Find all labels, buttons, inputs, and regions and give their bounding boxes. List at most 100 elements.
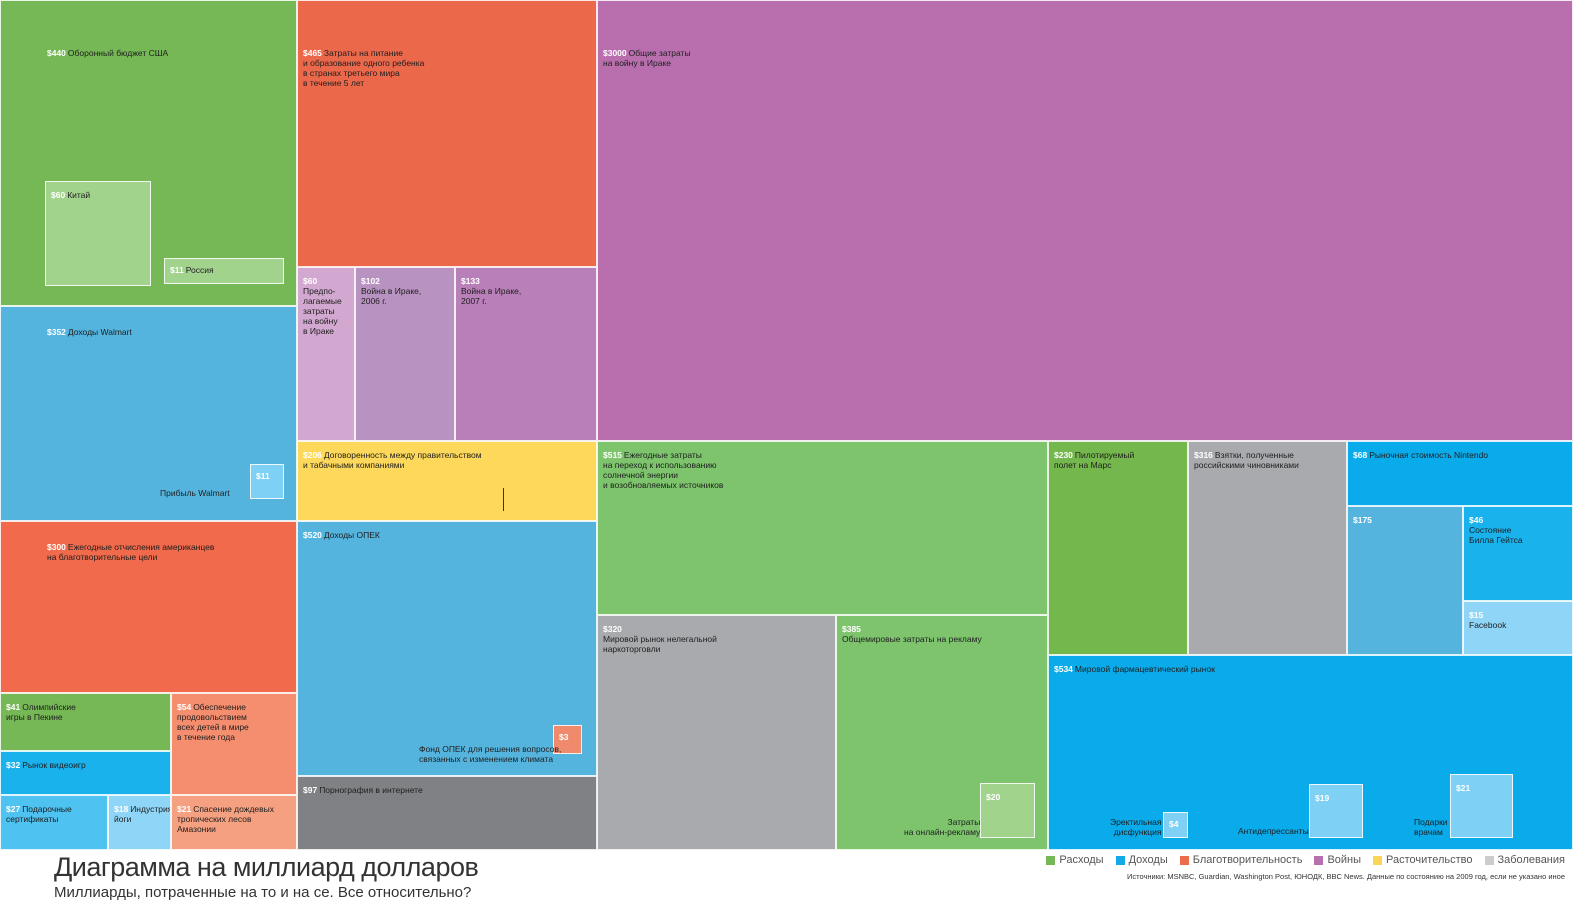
legend-swatch — [1046, 855, 1056, 865]
treemap-tile-unnamed-175: $175 — [1347, 506, 1463, 655]
tile-value: $206 — [303, 450, 322, 460]
tile-value: $3 — [559, 732, 569, 742]
tile-caption: Доходы Walmart — [67, 327, 132, 337]
tile-value: $21 — [177, 804, 192, 814]
tile-value: $385 — [842, 624, 861, 634]
tile-value: $515 — [603, 450, 622, 460]
tile-label: $21 Спасение дождевых тропических лесов А… — [177, 804, 274, 834]
tile-label: $102 — [361, 276, 382, 286]
treemap-tile-china: $60 Китай — [45, 181, 151, 286]
legend-label: Доходы — [1128, 854, 1168, 866]
tile-label: $385 — [842, 624, 863, 634]
tile-label: $60 — [303, 276, 319, 286]
legend-swatch — [1314, 855, 1324, 865]
tile-caption: Ежегодные отчисления американцев на благ… — [47, 542, 215, 562]
tile-label: $27 Подарочные сертификаты — [6, 804, 72, 824]
legend-label: Благотворительность — [1192, 854, 1303, 866]
tile-label: $133 — [461, 276, 482, 286]
tile-caption: Доходы ОПЕК — [323, 530, 380, 540]
tile-value: $97 — [303, 785, 318, 795]
tile-label: $175 — [1353, 515, 1374, 525]
tile-caption: Порнография в интернете — [319, 785, 423, 795]
legend-swatch — [1373, 855, 1383, 865]
tile-caption: Договоренность между правительством и та… — [303, 450, 482, 470]
tile-value: $32 — [6, 760, 21, 770]
treemap-tile-walmart-profit: $11 — [250, 464, 284, 499]
tile-caption: Подарочные сертификаты — [6, 804, 72, 824]
tile-value: $68 — [1353, 450, 1368, 460]
tile-caption: Затраты на питание и образование одного … — [303, 48, 425, 88]
legend-item-diseases: Заболевания — [1484, 854, 1565, 866]
treemap-tile-walmart-revenue: $352 Доходы Walmart — [0, 306, 297, 521]
legend-item-charity: Благотворительность — [1179, 854, 1303, 866]
treemap-tile-online-ads: $20 — [980, 783, 1035, 838]
tile-value: $60 — [303, 276, 318, 286]
treemap-tile-third-world-children: $465 Затраты на питание и образование одн… — [297, 0, 597, 267]
treemap-tile-nintendo: $68 Рыночная стоимость Nintendo — [1347, 441, 1573, 506]
tile-value: $520 — [303, 530, 322, 540]
tile-label: $534 Мировой фармацевтический рынок — [1054, 664, 1215, 674]
tile-value: $54 — [177, 702, 192, 712]
treemap-tile-iraq-2007: $133 Война в Ираке, 2007 г. — [455, 267, 597, 441]
treemap-tile-gift-cards: $27 Подарочные сертификаты — [0, 795, 108, 850]
tile-subcaption: Война в Ираке, 2006 г. — [361, 286, 422, 306]
tile-caption: Китай — [67, 190, 91, 200]
treemap-tile-iraq-total: $3000 Общие затраты на войну в Ираке — [597, 0, 1573, 441]
tile-caption: Олимпийские игры в Пекине — [6, 702, 76, 722]
tile-value: $440 — [47, 48, 66, 58]
tile-subcaption: Война в Ираке, 2007 г. — [461, 286, 522, 306]
text-cursor — [503, 488, 504, 511]
treemap-tile-drug-trade: $320 Мировой рынок нелегальной наркоторго… — [597, 615, 836, 850]
treemap-tile-rainforest: $21 Спасение дождевых тропических лесов А… — [171, 795, 297, 850]
tile-value: $41 — [6, 702, 21, 712]
tile-value: $46 — [1469, 515, 1484, 525]
tile-value: $102 — [361, 276, 380, 286]
legend-swatch — [1484, 855, 1494, 865]
tile-value: $18 — [114, 804, 129, 814]
tile-value: $60 — [51, 190, 66, 200]
tile-subcaption: Состояние Билла Гейтса — [1469, 525, 1523, 545]
tile-value: $230 — [1054, 450, 1073, 460]
tile-value: $133 — [461, 276, 480, 286]
legend-label: Войны — [1327, 854, 1362, 866]
tile-value: $320 — [603, 624, 622, 634]
tile-caption: Взятки, полученные российскими чиновника… — [1194, 450, 1299, 470]
treemap-tile-opec-climate: $3 — [553, 725, 582, 754]
tile-caption: Россия — [185, 265, 214, 275]
tile-label: $32 Рынок видеоигр — [6, 760, 86, 770]
tile-caption: Рыночная стоимость Nintendo — [1369, 450, 1489, 460]
tile-value: $300 — [47, 542, 66, 552]
treemap-tile-russia-bribes: $316 Взятки, полученные российскими чинов… — [1188, 441, 1347, 655]
tile-label: $206 Договоренность между правительством … — [303, 450, 482, 470]
tile-label: $515 Ежегодные затраты на переход к испол… — [603, 450, 723, 490]
treemap-tile-iraq-planned: $60 Предпо- лагаемые затраты на войну в И… — [297, 267, 355, 441]
tile-label: $60 Китай — [51, 190, 90, 200]
tile-value: $175 — [1353, 515, 1372, 525]
tile-label: $15 — [1469, 610, 1485, 620]
tile-caption: Обеспечение продовольствием всех детей в… — [177, 702, 249, 742]
treemap-tile-video-games: $32 Рынок видеоигр — [0, 751, 171, 795]
tile-label: $520 Доходы ОПЕК — [303, 530, 380, 540]
legend-swatch — [1179, 855, 1189, 865]
tile-label: $46 — [1469, 515, 1485, 525]
tile-label: $352 Доходы Walmart — [47, 327, 132, 337]
tile-subcaption: Подарки врачам — [1414, 817, 1448, 837]
treemap-tile-olympics: $41 Олимпийские игры в Пекине — [0, 693, 171, 751]
tile-label: $300 Ежегодные отчисления американцев на … — [47, 542, 214, 562]
tile-label: $20 — [986, 792, 1002, 802]
tile-caption: Оборонный бюджет США — [67, 48, 169, 58]
tile-value: $21 — [1456, 783, 1471, 793]
tile-subcaption: Затраты на онлайн-рекламу — [904, 817, 981, 837]
tile-label: $18 Индустрия йоги — [114, 804, 170, 824]
tile-label: $21 — [1456, 783, 1472, 793]
legend-item-spending: Расходы — [1046, 854, 1104, 866]
treemap: $440 Оборонный бюджет США $60 Китай $11 Росси… — [0, 0, 1573, 850]
tile-label: $230 Пилотируемый полет на Марс — [1054, 450, 1134, 470]
treemap-tile-solar: $515 Ежегодные затраты на переход к испол… — [597, 441, 1048, 615]
tile-subcaption: Общемировые затраты на рекламу — [842, 634, 982, 644]
tile-value: $11 — [170, 265, 184, 275]
tile-value: $19 — [1315, 793, 1330, 803]
tile-subcaption: Мировой рынок нелегальной наркоторговли — [603, 634, 717, 654]
treemap-tile-yoga: $18 Индустрия йоги — [108, 795, 171, 850]
tile-label: $54 Обеспечение продовольствием всех дете… — [177, 702, 249, 742]
